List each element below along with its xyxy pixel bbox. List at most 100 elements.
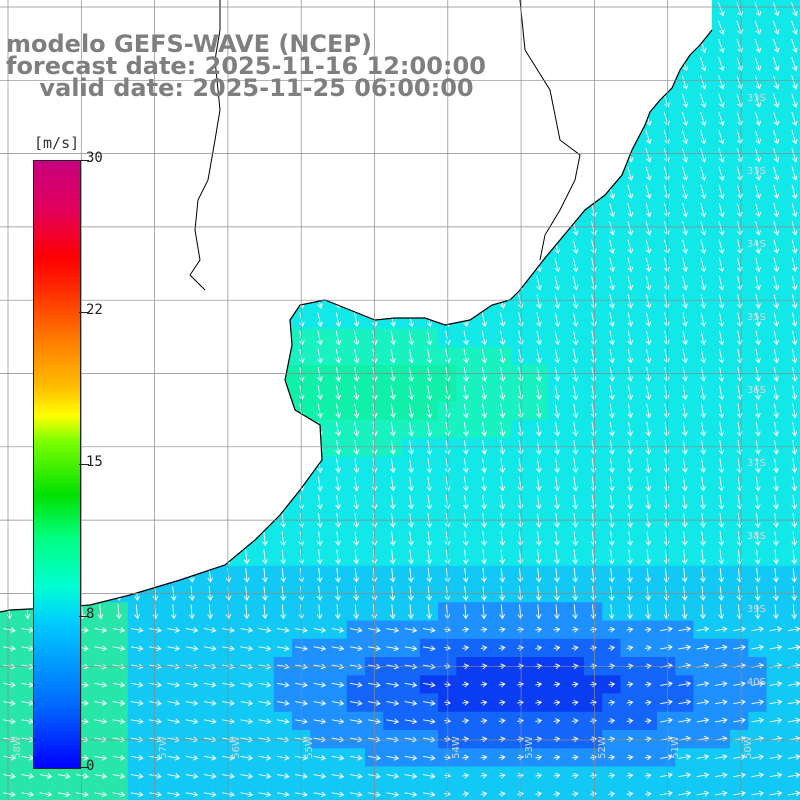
wind-arrow [755,166,762,181]
wind-arrow [331,718,345,725]
wind-arrow [572,367,579,382]
wind-arrow [736,20,743,35]
wind-arrow [553,791,561,797]
wind-arrow [754,20,762,35]
wind-arrow [773,567,779,583]
wind-arrow [700,294,707,309]
wind-arrow [426,421,433,437]
wind-arrow [258,681,272,688]
wind-arrow [481,567,487,583]
wind-arrow [353,549,360,565]
wind-arrow [714,772,728,779]
wind-arrow [480,718,488,724]
wind-arrow [678,644,692,651]
wind-arrow [498,791,506,797]
wind-arrow [572,385,579,401]
colorbar-tick-label: 22 [86,302,103,318]
wind-arrow [316,531,323,547]
forecast-date: forecast date: 2025-11-16 12:00:00 [6,52,486,80]
wind-arrow [645,458,652,474]
wind-arrow [609,239,615,255]
wind-arrow [791,130,798,145]
wind-arrow [498,681,506,688]
wind-arrow [353,494,360,510]
wind-arrow [535,681,543,688]
wind-arrow [627,403,634,419]
wind-cell [219,784,238,800]
wind-arrow [791,458,798,474]
wind-arrow [317,330,323,346]
wind-cell [711,784,731,800]
wind-arrow [481,494,487,510]
wind-arrow [627,275,634,291]
wind-arrow [276,645,290,652]
wind-arrow [645,312,652,328]
wind-arrow [773,275,780,291]
wind-arrow [481,549,487,565]
wind-arrow [627,184,634,200]
wind-arrow [700,549,706,565]
wind-arrow [644,645,652,651]
wind-arrow [553,699,561,706]
wind-arrow [112,754,126,761]
wind-arrow [368,627,381,633]
wind-cell [748,748,768,768]
wind-arrow [590,699,597,706]
wind-arrow [535,754,543,761]
wind-arrow [258,791,272,798]
wind-arrow [553,681,561,688]
wind-arrow [660,644,673,651]
wind-arrow [700,421,707,437]
wind-arrow [791,604,798,620]
wind-arrow [681,549,688,565]
wind-arrow [733,754,746,760]
wind-arrow [554,403,561,419]
wind-arrow [408,567,414,583]
wind-arrow [751,790,765,797]
wind-arrow [608,476,615,492]
wind-arrow [481,476,487,492]
wind-arrow [663,421,670,437]
wind-arrow [660,772,673,779]
wind-arrow [608,549,615,565]
wind-arrow [590,718,597,724]
wind-arrow [316,494,323,510]
wind-arrow [590,754,597,761]
wind-arrow [499,494,506,510]
wind-arrow [608,736,616,743]
lat-label: 34S [746,239,766,250]
wind-arrow [462,681,470,688]
wind-arrow [681,458,688,474]
wind-arrow [21,773,35,779]
wind-arrow [718,494,725,510]
wind-arrow [371,367,378,382]
wind-arrow [754,148,762,163]
wind-arrow [353,458,360,474]
wind-arrow [769,772,783,779]
wind-arrow [276,773,290,779]
wind-arrow [368,773,381,779]
wind-arrow [733,790,746,797]
wind-arrow [626,626,634,633]
wind-arrow [682,275,688,291]
wind-arrow [240,718,254,725]
wind-arrow [682,239,688,255]
wind-arrow [3,773,16,779]
lat-label: 36S [746,385,766,396]
wind-arrow [681,130,689,145]
wind-arrow [682,202,689,218]
wind-arrow [167,700,181,706]
wind-arrow [536,421,542,437]
wind-arrow [189,604,195,620]
wind-arrow [627,476,633,492]
wind-cell [784,438,800,457]
wind-cell [109,784,129,800]
lon-label: 56W [230,736,242,759]
wind-arrow [554,549,560,565]
wind-arrow [718,75,725,90]
wind-cell [255,784,275,800]
wind-arrow [389,494,396,510]
wind-arrow [678,754,692,760]
wind-arrow [349,645,363,652]
